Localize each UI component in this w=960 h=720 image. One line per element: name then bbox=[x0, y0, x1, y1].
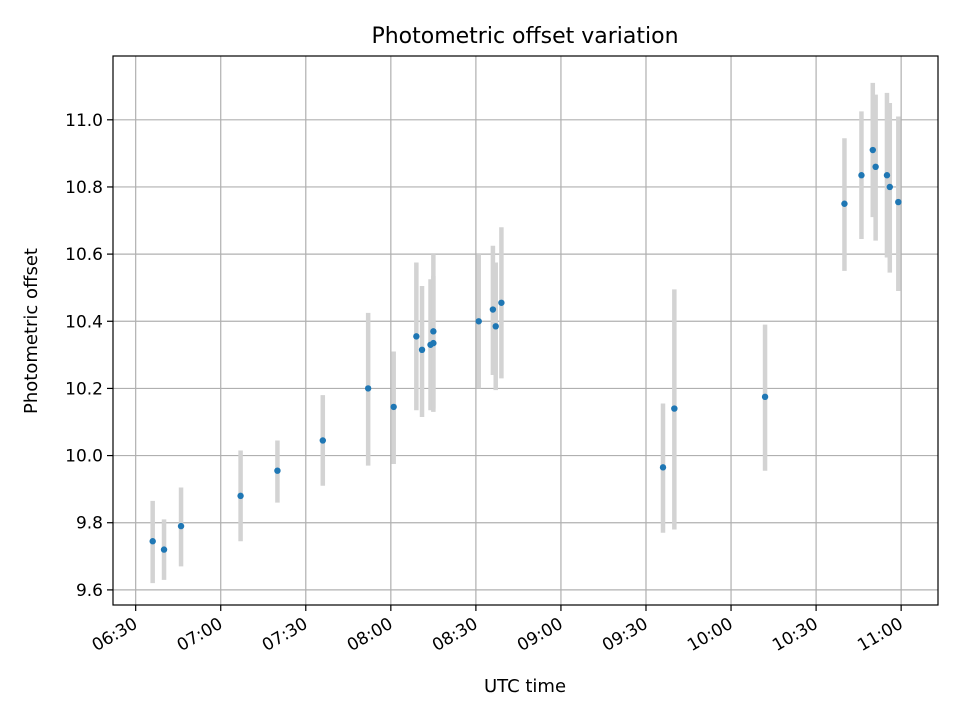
y-tick-label: 10.2 bbox=[65, 379, 103, 399]
data-point bbox=[319, 437, 326, 444]
data-point bbox=[430, 328, 437, 335]
data-point bbox=[149, 538, 156, 545]
data-point bbox=[430, 339, 437, 347]
data-point bbox=[475, 318, 482, 325]
y-tick-label: 11.0 bbox=[65, 111, 103, 131]
y-axis-ticks: 9.6 9.8 10.0 10.2 10.4 10.6 10.8 11.0 bbox=[65, 111, 113, 601]
data-point bbox=[274, 467, 281, 474]
data-point bbox=[895, 198, 902, 206]
data-point bbox=[492, 323, 499, 330]
data-point bbox=[841, 200, 848, 207]
data-point bbox=[872, 163, 879, 171]
data-point bbox=[390, 403, 397, 411]
y-tick-label: 10.8 bbox=[65, 178, 103, 198]
y-tick-label: 10.6 bbox=[65, 245, 103, 265]
data-point bbox=[160, 546, 168, 553]
y-axis-label: Photometric offset bbox=[21, 248, 42, 414]
y-tick-label: 9.8 bbox=[76, 514, 103, 534]
data-point bbox=[498, 299, 505, 306]
data-point bbox=[659, 464, 667, 471]
data-point bbox=[883, 172, 891, 179]
y-tick-label: 10.4 bbox=[65, 312, 103, 332]
chart-title: Photometric offset variation bbox=[371, 24, 678, 49]
data-point bbox=[671, 405, 678, 412]
data-point bbox=[413, 333, 420, 340]
data-point bbox=[418, 346, 426, 354]
data-point bbox=[364, 385, 372, 392]
grid bbox=[113, 56, 938, 605]
y-tick-label: 9.6 bbox=[76, 581, 103, 601]
data-point bbox=[858, 172, 865, 179]
data-point bbox=[886, 183, 894, 191]
plot-frame bbox=[112, 55, 939, 606]
data-point bbox=[869, 146, 876, 154]
data-point bbox=[177, 522, 185, 530]
x-axis-label: UTC time bbox=[484, 676, 566, 697]
data-points bbox=[149, 146, 902, 553]
data-point bbox=[761, 393, 769, 401]
data-point bbox=[237, 492, 244, 500]
y-tick-label: 10.0 bbox=[65, 447, 103, 467]
data-point bbox=[489, 306, 497, 313]
